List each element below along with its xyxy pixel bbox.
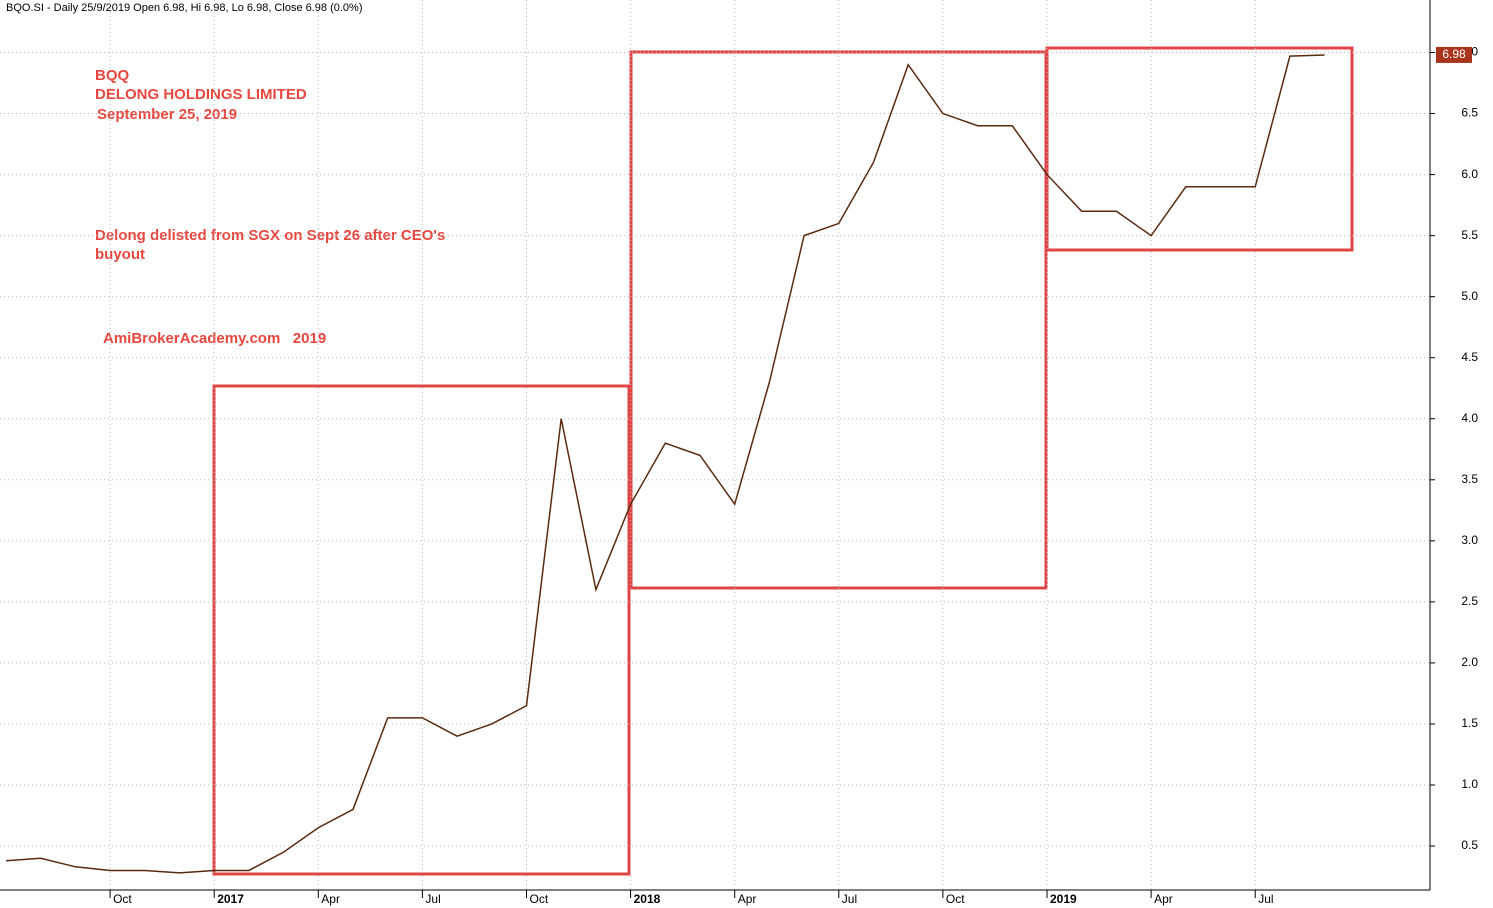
x-tick-label: 2019	[1050, 892, 1077, 906]
x-tick-label: Jul	[842, 892, 857, 906]
y-tick-label: 2.0	[1461, 655, 1478, 669]
x-tick-label: Oct	[113, 892, 132, 906]
last-price-tag	[1436, 46, 1472, 63]
x-tick-label: 2018	[634, 892, 661, 906]
annotation: September 25, 2019	[97, 106, 237, 123]
annotation: DELONG HOLDINGS LIMITED	[95, 86, 307, 103]
y-tick-label: 3.5	[1461, 472, 1478, 486]
y-tick-label: 2.5	[1461, 594, 1478, 608]
y-tick-label: 6.5	[1461, 106, 1478, 120]
annotation: buyout	[95, 246, 145, 263]
x-tick-label: Apr	[321, 892, 340, 906]
annotation: Delong delisted from SGX on Sept 26 afte…	[95, 227, 445, 244]
x-tick-label: Apr	[738, 892, 757, 906]
y-tick-label: 6.0	[1461, 167, 1478, 181]
y-tick-label: 4.5	[1461, 350, 1478, 364]
last-price-label: 6.98	[1442, 47, 1466, 61]
y-tick-label: 1.0	[1461, 777, 1478, 791]
y-tick-label: 5.5	[1461, 228, 1478, 242]
range-box	[212, 384, 631, 876]
x-tick-label: 2017	[217, 892, 244, 906]
y-tick-label: 5.0	[1461, 289, 1478, 303]
y-tick-label: 4.0	[1461, 411, 1478, 425]
annotation: AmiBrokerAcademy.com 2019	[103, 330, 326, 347]
y-tick-label: 1.5	[1461, 716, 1478, 730]
chart-title: BQO.SI - Daily 25/9/2019 Open 6.98, Hi 6…	[6, 2, 362, 14]
y-tick-label: 3.0	[1461, 533, 1478, 547]
x-tick-label: Oct	[946, 892, 965, 906]
annotation: BQQ	[95, 67, 130, 84]
price-line	[5, 54, 1325, 874]
x-tick-label: Jul	[425, 892, 440, 906]
y-tick-label: 0.5	[1461, 838, 1478, 852]
x-tick-label: Apr	[1154, 892, 1173, 906]
x-tick-label: Jul	[1258, 892, 1273, 906]
x-tick-label: Oct	[530, 892, 549, 906]
